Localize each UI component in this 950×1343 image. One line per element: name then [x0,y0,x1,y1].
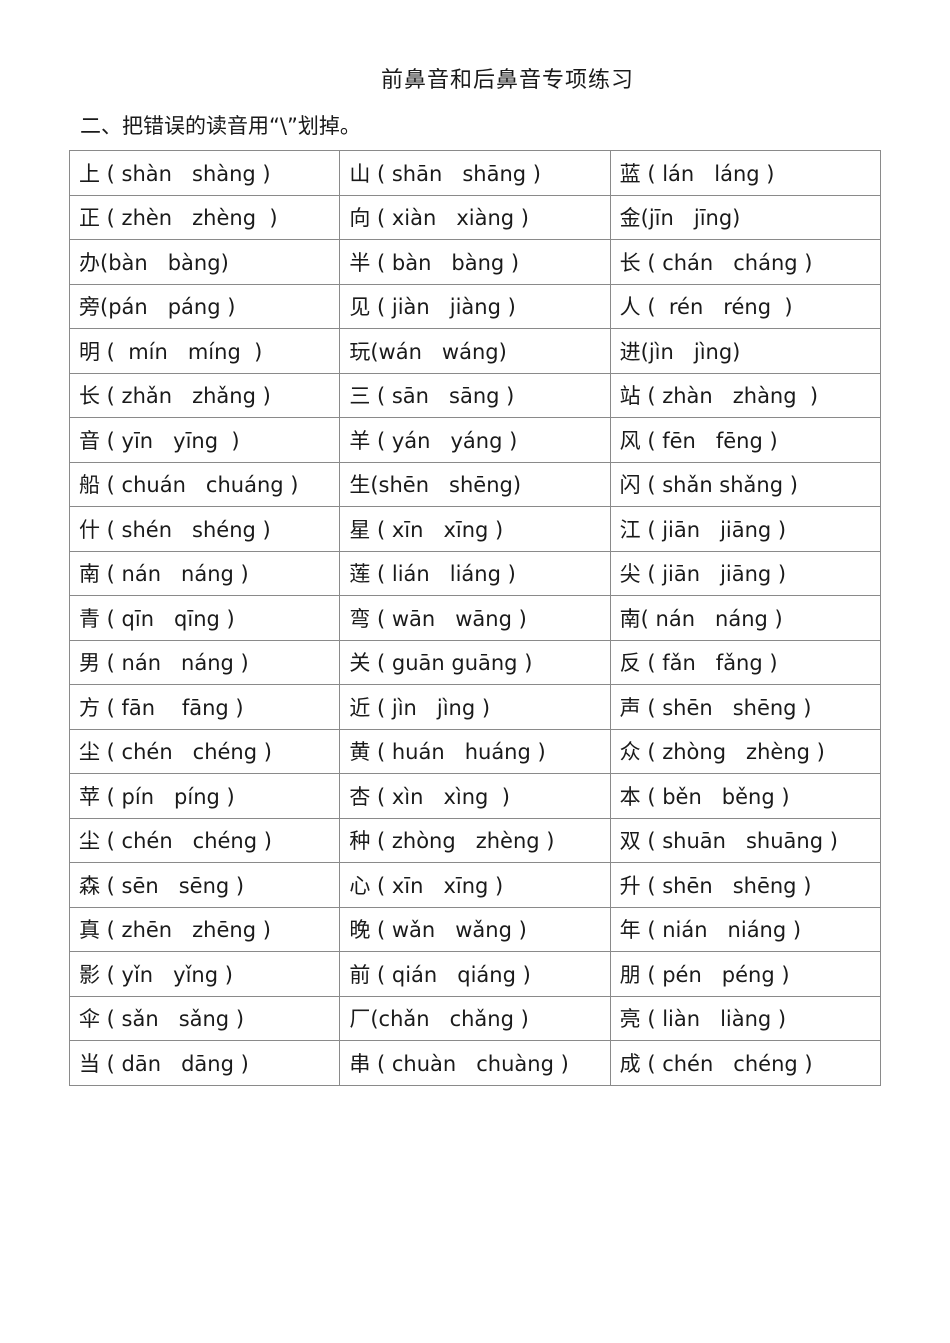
pinyin-cell: 羊 ( yán yáng ) [339,417,611,463]
pinyin-cell: 山 ( shān shāng ) [339,150,611,196]
pinyin-cell: 上 ( shàn shàng ) [68,150,341,196]
pinyin-cell: 真 ( zhēn zhēng ) [68,906,341,952]
pinyin-cell: 莲 ( lián liáng ) [339,550,611,596]
table-row: 音 ( yīn yīng ) 羊 ( yán yáng ) 风 ( fēn fēng… [68,417,882,463]
table-row: 当 ( dān dāng ) 串 ( chuàn chuàng ) 成 ( chén… [68,1040,882,1086]
pinyin-cell: 亮 ( liàn liàng ) [609,995,882,1041]
pinyin-cell: 船 ( chuán chuáng ) [68,461,341,507]
pinyin-cell: 音 ( yīn yīng ) [68,417,341,463]
pinyin-cell: 尘 ( chén chéng ) [68,817,341,863]
pinyin-cell: 站 ( zhàn zhàng ) [609,372,882,418]
table-row: 伞 ( sǎn sǎng ) 厂(chǎn chǎng ) 亮 ( liàn lià… [68,995,882,1041]
instruction: 二、把错误的读音用“\”划掉。 [80,114,361,138]
table-row: 森 ( sēn sēng ) 心 ( xīn xīng ) 升 ( shēn shē… [68,862,882,908]
pinyin-cell: 杏 ( xìn xìng ) [339,773,611,819]
pinyin-cell: 星 ( xīn xīng ) [339,506,611,552]
pinyin-cell: 厂(chǎn chǎng ) [339,995,611,1041]
pinyin-cell: 青 ( qīn qīng ) [68,595,341,641]
pinyin-cell: 众 ( zhòng zhèng ) [609,728,882,774]
table-row: 正 ( zhèn zhèng ) 向 ( xiàn xiàng ) 金(jīn jī… [68,194,882,240]
pinyin-cell: 金(jīn jīng) [609,194,882,240]
pinyin-cell: 苹 ( pín píng ) [68,773,341,819]
pinyin-cell: 南 ( nán náng ) [68,550,341,596]
pinyin-cell: 旁(pán páng ) [68,283,341,329]
table-row: 办(bàn bàng) 半 ( bàn bàng ) 长 ( chán cháng … [68,239,882,285]
pinyin-cell: 三 ( sān sāng ) [339,372,611,418]
pinyin-cell: 双 ( shuān shuāng ) [609,817,882,863]
pinyin-cell: 方 ( fān fāng ) [68,684,341,730]
pinyin-cell: 伞 ( sǎn sǎng ) [68,995,341,1041]
pinyin-cell: 声 ( shēn shēng ) [609,684,882,730]
table-row: 青 ( qīn qīng ) 弯 ( wān wāng ) 南( nán náng … [68,595,882,641]
table-row: 尘 ( chén chéng ) 种 ( zhòng zhèng ) 双 ( shu… [68,817,882,863]
pinyin-cell: 串 ( chuàn chuàng ) [339,1040,611,1086]
table-row: 船 ( chuán chuáng ) 生(shēn shēng) 闪 ( shǎn … [68,461,882,507]
table-row: 方 ( fān fāng ) 近 ( jìn jìng ) 声 ( shēn shē… [68,684,882,730]
pinyin-cell: 明 ( mín míng ) [68,328,341,374]
pinyin-cell: 森 ( sēn sēng ) [68,862,341,908]
pinyin-cell: 正 ( zhèn zhèng ) [68,194,341,240]
pinyin-cell: 反 ( fǎn fǎng ) [609,639,882,685]
table-row: 上 ( shàn shàng ) 山 ( shān shāng ) 蓝 ( lán … [68,150,882,196]
pinyin-cell: 当 ( dān dāng ) [68,1040,341,1086]
pinyin-cell: 种 ( zhòng zhèng ) [339,817,611,863]
pinyin-cell: 年 ( nián niáng ) [609,906,882,952]
pinyin-cell: 长 ( zhǎn zhǎng ) [68,372,341,418]
pinyin-cell: 江 ( jiān jiāng ) [609,506,882,552]
table-row: 苹 ( pín píng ) 杏 ( xìn xìng ) 本 ( běn běng… [68,773,882,819]
pinyin-cell: 风 ( fēn fēng ) [609,417,882,463]
pinyin-cell: 半 ( bàn bàng ) [339,239,611,285]
pinyin-cell: 什 ( shén shéng ) [68,506,341,552]
pinyin-cell: 影 ( yǐn yǐng ) [68,951,341,997]
pinyin-cell: 玩(wán wáng) [339,328,611,374]
pinyin-cell: 南( nán náng ) [609,595,882,641]
pinyin-cell: 朋 ( pén péng ) [609,951,882,997]
table-row: 什 ( shén shéng ) 星 ( xīn xīng ) 江 ( jiān j… [68,506,882,552]
pinyin-cell: 尖 ( jiān jiāng ) [609,550,882,596]
pinyin-cell: 关 ( guān guāng ) [339,639,611,685]
pinyin-cell: 向 ( xiàn xiàng ) [339,194,611,240]
pinyin-cell: 前 ( qián qiáng ) [339,951,611,997]
table-row: 真 ( zhēn zhēng ) 晚 ( wǎn wǎng ) 年 ( nián n… [68,906,882,952]
table-row: 南 ( nán náng ) 莲 ( lián liáng ) 尖 ( jiān j… [68,550,882,596]
pinyin-cell: 见 ( jiàn jiàng ) [339,283,611,329]
pinyin-cell: 蓝 ( lán láng ) [609,150,882,196]
table-row: 影 ( yǐn yǐng ) 前 ( qián qiáng ) 朋 ( pén pé… [68,951,882,997]
pinyin-cell: 男 ( nán náng ) [68,639,341,685]
table-row: 明 ( mín míng ) 玩(wán wáng) 进(jìn jìng) [68,328,882,374]
pinyin-cell: 闪 ( shǎn shǎng ) [609,461,882,507]
pinyin-table: 上 ( shàn shàng ) 山 ( shān shāng ) 蓝 ( lán … [68,150,882,1086]
pinyin-cell: 人 ( rén réng ) [609,283,882,329]
pinyin-cell: 尘 ( chén chéng ) [68,728,341,774]
pinyin-cell: 本 ( běn běng ) [609,773,882,819]
table-row: 尘 ( chén chéng ) 黄 ( huán huáng ) 众 ( zhòn… [68,728,882,774]
pinyin-cell: 进(jìn jìng) [609,328,882,374]
pinyin-cell: 弯 ( wān wāng ) [339,595,611,641]
pinyin-cell: 升 ( shēn shēng ) [609,862,882,908]
pinyin-cell: 黄 ( huán huáng ) [339,728,611,774]
pinyin-cell: 生(shēn shēng) [339,461,611,507]
page-title: 前鼻音和后鼻音专项练习 [380,68,634,93]
pinyin-cell: 晚 ( wǎn wǎng ) [339,906,611,952]
table-row: 男 ( nán náng ) 关 ( guān guāng ) 反 ( fǎn fǎ… [68,639,882,685]
table-row: 长 ( zhǎn zhǎng ) 三 ( sān sāng ) 站 ( zhàn z… [68,372,882,418]
pinyin-cell: 成 ( chén chéng ) [609,1040,882,1086]
pinyin-cell: 心 ( xīn xīng ) [339,862,611,908]
pinyin-cell: 长 ( chán cháng ) [609,239,882,285]
pinyin-cell: 办(bàn bàng) [68,239,341,285]
pinyin-cell: 近 ( jìn jìng ) [339,684,611,730]
table-row: 旁(pán páng ) 见 ( jiàn jiàng ) 人 ( rén réng… [68,283,882,329]
